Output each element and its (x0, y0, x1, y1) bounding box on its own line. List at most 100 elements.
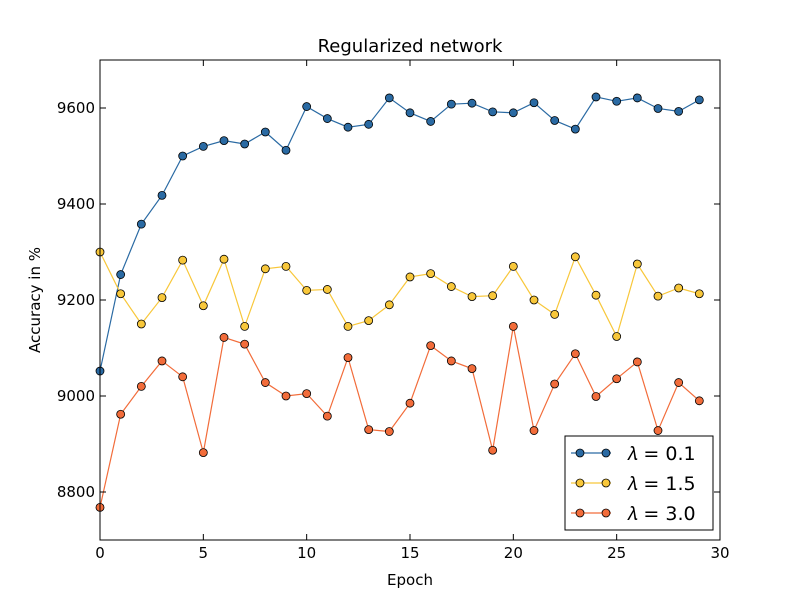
data-point (591, 290, 601, 300)
legend-marker (575, 448, 585, 458)
x-axis-label: Epoch (387, 571, 433, 589)
legend-marker (601, 478, 611, 488)
data-point (653, 291, 663, 301)
data-point (405, 398, 415, 408)
data-point (591, 392, 601, 401)
data-point (446, 99, 456, 109)
data-point (488, 291, 498, 301)
data-point (198, 301, 208, 311)
data-point (178, 372, 188, 382)
legend-marker (601, 508, 611, 518)
data-point (467, 292, 477, 302)
data-point (674, 106, 684, 116)
data-point (260, 264, 270, 274)
data-point (136, 219, 146, 229)
data-point (405, 272, 415, 282)
data-point (364, 425, 374, 435)
data-point (157, 190, 167, 200)
data-point (240, 339, 250, 349)
data-point (488, 445, 498, 455)
data-point (653, 104, 663, 113)
plot-series (95, 92, 704, 512)
y-tick-label: 9400 (57, 195, 95, 213)
data-point (384, 300, 394, 310)
data-point (674, 378, 684, 387)
data-point (240, 139, 250, 149)
data-point (136, 381, 146, 391)
data-point (591, 92, 601, 102)
data-point (508, 321, 518, 331)
data-point (446, 356, 456, 366)
data-point (632, 259, 642, 269)
y-tick-label: 8800 (57, 483, 95, 501)
y-axis-label: Accuracy in % (26, 247, 44, 353)
legend: 𝜆 = 0.1 𝜆 = 1.5 𝜆 = 3.0 (564, 435, 714, 531)
data-point (219, 333, 229, 342)
data-point (343, 321, 353, 331)
data-point (632, 93, 642, 103)
data-point (674, 283, 684, 293)
data-point (240, 321, 250, 331)
data-point (260, 127, 270, 137)
data-point (405, 108, 415, 118)
x-tick-label: 15 (400, 544, 419, 562)
data-point (302, 389, 312, 399)
data-point (219, 136, 229, 146)
legend-marker (575, 478, 585, 488)
data-point (116, 409, 126, 419)
series-2 (95, 321, 704, 512)
data-point (281, 391, 291, 401)
data-point (260, 378, 270, 387)
data-point (467, 364, 477, 374)
data-point (612, 96, 622, 106)
data-point (467, 98, 477, 108)
y-tick-label: 9200 (57, 291, 95, 309)
data-point (694, 95, 704, 105)
series-line (99, 251, 700, 339)
legend-marker (575, 508, 585, 518)
chart-title: Regularized network (318, 36, 503, 57)
data-point (508, 261, 518, 271)
data-point (612, 332, 622, 341)
x-tick-label: 5 (199, 544, 209, 562)
data-point (281, 261, 291, 271)
data-point (529, 98, 539, 108)
data-point (508, 108, 518, 118)
x-tick-label: 0 (95, 544, 105, 562)
data-point (694, 396, 704, 406)
data-point (612, 374, 622, 384)
data-point (570, 349, 580, 359)
data-point (529, 295, 539, 305)
data-point (653, 426, 663, 435)
data-point (178, 255, 188, 265)
y-tick-label: 9600 (57, 99, 95, 117)
y-tick-label: 9000 (57, 387, 95, 405)
data-point (550, 309, 560, 319)
data-point (632, 357, 642, 367)
data-point (426, 341, 436, 351)
data-point (157, 293, 167, 303)
data-point (694, 289, 704, 299)
data-point (281, 145, 291, 155)
series-1 (95, 247, 704, 341)
data-point (364, 316, 374, 326)
x-tick-label: 20 (504, 544, 523, 562)
data-point (550, 379, 560, 389)
data-point (343, 122, 353, 132)
data-point (116, 270, 126, 279)
series-line (99, 96, 700, 372)
data-point (426, 117, 436, 126)
x-tick-label: 25 (607, 544, 626, 562)
data-point (302, 285, 312, 295)
data-point (116, 289, 126, 299)
data-point (550, 116, 560, 125)
data-point (322, 285, 332, 294)
axis-ticks: 0 5 10 15 20 25 30 8800 9000 9200 9400 9600 (57, 60, 730, 562)
x-tick-label: 30 (710, 544, 729, 562)
legend-marker (601, 448, 611, 458)
series-0 (95, 92, 704, 376)
data-point (322, 114, 332, 123)
data-point (446, 282, 456, 291)
data-point (136, 319, 146, 329)
